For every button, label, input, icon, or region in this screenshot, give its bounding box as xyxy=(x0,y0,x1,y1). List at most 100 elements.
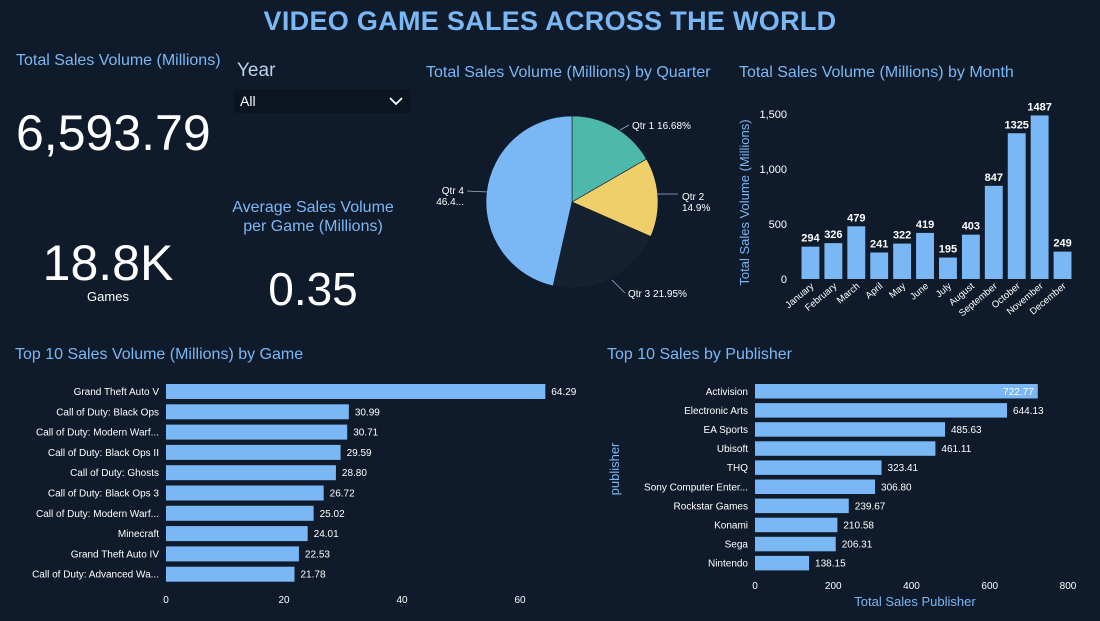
games-category-label: Call of Duty: Black Ops II xyxy=(48,448,159,459)
publisher-value-label: 138.15 xyxy=(815,559,846,570)
publisher-category-label: EA Sports xyxy=(704,425,748,436)
games-chart-title: Top 10 Sales Volume (Millions) by Game xyxy=(15,346,304,363)
month-bar-july[interactable] xyxy=(939,257,957,279)
games-category-label: Call of Duty: Ghosts xyxy=(70,468,159,479)
month-y-tick: 500 xyxy=(769,219,787,231)
games-bar-10[interactable] xyxy=(166,566,295,582)
publisher-bar-5[interactable] xyxy=(755,460,882,475)
chevron-down-icon xyxy=(389,97,403,106)
pie-pct-qtr-2: 14.9% xyxy=(682,203,710,214)
month-bar-chart: Total Sales Volume (Millions) 0 500 1,000 1,… xyxy=(737,101,1072,319)
publisher-bar-3[interactable] xyxy=(755,422,945,437)
month-bar-november[interactable] xyxy=(1030,115,1049,280)
publisher-category-label: Konami xyxy=(714,520,748,531)
month-bar-october[interactable] xyxy=(1007,133,1026,279)
publisher-value-label: 722.77 xyxy=(1003,387,1034,398)
publisher-category-label: Sega xyxy=(725,540,749,551)
games-category-label: Call of Duty: Modern Warf... xyxy=(36,509,159,520)
kpi-avg-label-line1: Average Sales Volume xyxy=(232,199,394,216)
games-x-tick: 20 xyxy=(278,595,290,606)
pie-label-qtr-1: Qtr 1 16.68% xyxy=(632,121,691,132)
month-value-label: 195 xyxy=(939,244,957,256)
month-x-tick: June xyxy=(908,281,931,303)
publisher-bar-8[interactable] xyxy=(755,517,838,533)
publisher-value-label: 461.11 xyxy=(941,444,971,455)
games-category-label: Grand Theft Auto V xyxy=(74,387,160,398)
month-bar-january[interactable] xyxy=(801,246,820,279)
publisher-bar-chart: Activision 722.77 Electronic Arts 644.13 EA … xyxy=(607,384,1077,609)
games-bar-1[interactable] xyxy=(166,384,546,399)
publisher-x-tick: 600 xyxy=(981,581,998,592)
pie-leader-line xyxy=(611,279,626,294)
pie-slice-qtr-2[interactable] xyxy=(571,158,659,237)
games-category-label: Call of Duty: Modern Warf... xyxy=(36,428,159,439)
kpi-avg-label-line2: per Game (Millions) xyxy=(243,218,383,235)
kpi-games-value: 18.8K xyxy=(42,235,174,291)
games-value-label: 26.72 xyxy=(330,489,355,500)
dashboard-title: VIDEO GAME SALES ACROSS THE WORLD xyxy=(263,6,837,36)
publisher-x-tick: 400 xyxy=(903,581,920,592)
month-bar-september[interactable] xyxy=(984,185,1003,279)
publisher-value-label: 239.67 xyxy=(855,501,886,512)
publisher-y-axis-label: publisher xyxy=(607,442,622,495)
games-bar-6[interactable] xyxy=(166,485,324,501)
pie-slice-qtr-1[interactable] xyxy=(571,115,647,203)
games-bar-5[interactable] xyxy=(166,465,336,481)
publisher-category-label: Activision xyxy=(706,387,748,398)
games-value-label: 24.01 xyxy=(314,529,339,540)
month-bar-march[interactable] xyxy=(847,226,866,279)
publisher-value-label: 323.41 xyxy=(888,463,919,474)
publisher-bar-7[interactable] xyxy=(755,498,849,514)
publisher-bar-1[interactable] xyxy=(755,384,1038,399)
publisher-x-axis-label: Total Sales Publisher xyxy=(854,594,976,609)
month-value-label: 1325 xyxy=(1004,119,1028,131)
games-value-label: 29.59 xyxy=(347,448,372,459)
kpi-games-label: Games xyxy=(87,289,129,304)
publisher-bar-10[interactable] xyxy=(755,555,810,571)
month-bar-august[interactable] xyxy=(961,234,980,279)
publisher-category-label: Ubisoft xyxy=(717,444,748,455)
publisher-category-label: Electronic Arts xyxy=(684,406,748,417)
games-bar-3[interactable] xyxy=(166,424,348,440)
pie-label-qtr-3: Qtr 3 21.95% xyxy=(628,289,687,300)
publisher-bar-2[interactable] xyxy=(755,403,1008,418)
month-value-label: 847 xyxy=(985,172,1003,184)
games-bar-2[interactable] xyxy=(166,404,349,420)
games-bar-7[interactable] xyxy=(166,505,314,521)
games-x-tick: 40 xyxy=(396,595,408,606)
publisher-bar-4[interactable] xyxy=(755,441,936,456)
month-value-label: 249 xyxy=(1053,238,1071,250)
games-value-label: 22.53 xyxy=(305,549,330,560)
games-value-label: 21.78 xyxy=(301,570,326,581)
publisher-x-tick: 800 xyxy=(1060,581,1077,592)
games-bar-chart: Grand Theft Auto V 64.29 Call of Duty: Bla… xyxy=(32,384,577,606)
month-bar-june[interactable] xyxy=(916,232,934,279)
month-value-label: 403 xyxy=(962,221,980,233)
month-value-label: 241 xyxy=(870,238,888,250)
pie-slice-qtr-3[interactable] xyxy=(552,201,652,289)
month-bar-may[interactable] xyxy=(893,243,912,279)
publisher-chart-title: Top 10 Sales by Publisher xyxy=(607,346,792,363)
games-category-label: Call of Duty: Black Ops xyxy=(56,407,159,418)
quarter-chart-title: Total Sales Volume (Millions) by Quarter xyxy=(426,64,711,81)
month-value-label: 322 xyxy=(893,230,911,242)
month-bar-february[interactable] xyxy=(824,243,843,279)
pie-label-qtr-2: Qtr 2 xyxy=(682,192,705,203)
pie-slice-qtr-4[interactable] xyxy=(485,115,573,287)
month-bar-april[interactable] xyxy=(870,252,889,279)
games-bar-4[interactable] xyxy=(166,444,341,460)
publisher-value-label: 210.58 xyxy=(843,520,874,531)
month-bar-december[interactable] xyxy=(1053,251,1072,279)
games-bar-8[interactable] xyxy=(166,526,308,542)
month-y-tick: 1,000 xyxy=(759,164,787,176)
publisher-bar-9[interactable] xyxy=(755,536,836,552)
month-value-label: 419 xyxy=(916,219,934,231)
games-value-label: 28.80 xyxy=(342,468,367,479)
kpi-avg-label: Average Sales Volume per Game (Millions) xyxy=(228,198,398,236)
pie-leader-line xyxy=(619,124,630,131)
year-select[interactable]: All xyxy=(234,89,410,113)
publisher-bar-6[interactable] xyxy=(755,479,876,495)
games-bar-9[interactable] xyxy=(166,546,299,562)
publisher-category-label: Nintendo xyxy=(708,559,748,570)
year-filter-label: Year xyxy=(237,60,276,81)
